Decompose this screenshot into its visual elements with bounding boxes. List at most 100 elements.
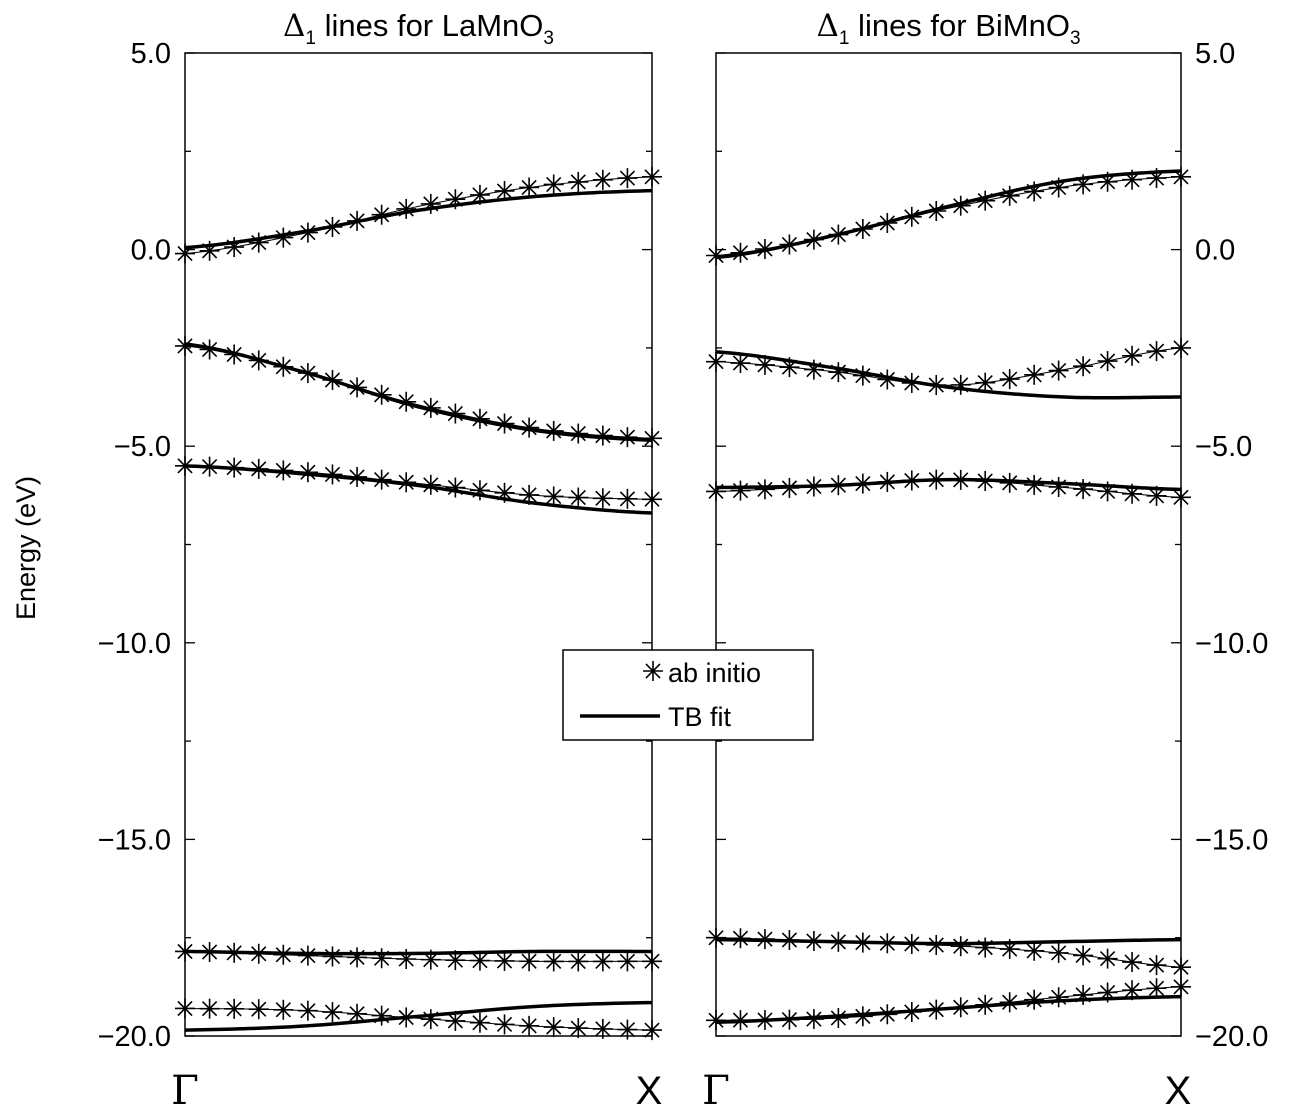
ab-initio-point (828, 362, 849, 383)
panel-2: 5.0 0.0 −5.0 −10.0 −15.0 −20.0 Γ X Δ1 lines for … (702, 8, 1268, 1114)
ab-initio-point (248, 232, 269, 253)
ab-initio-point (642, 951, 662, 972)
ab-initio-point (1024, 989, 1045, 1010)
ab-initio-point (975, 372, 996, 393)
ab-initio-point (543, 486, 564, 507)
ab-initio-point (730, 353, 751, 374)
ab-initio-point (1146, 978, 1167, 999)
ab-initio-point (730, 480, 751, 501)
legend-asterisk-marker (643, 661, 663, 681)
ab-initio-point (199, 998, 220, 1019)
legend-box (562, 649, 814, 741)
tb-fit-band (715, 994, 1182, 1024)
ab-initio-point (248, 999, 269, 1020)
ab-initio-band (175, 166, 662, 264)
y-tick-label: 0.0 (131, 235, 171, 267)
ab-initio-point (1171, 337, 1191, 358)
legend-label-ab-initio: ab initio (668, 658, 761, 688)
tb-fit-band (715, 169, 1182, 260)
tb-fit-band (184, 342, 653, 443)
y-tick-label: −20.0 (98, 1021, 171, 1053)
y-tick-label: 0.0 (1195, 235, 1235, 267)
ab-initio-point (1146, 955, 1167, 976)
ab-initio-point (494, 950, 515, 971)
panel-title: Δ1 lines for BiMnO3 (816, 8, 1080, 49)
ab-initio-point (1122, 980, 1143, 1001)
ab-initio-point (1073, 479, 1094, 500)
ab-initio-band (175, 335, 662, 449)
ab-initio-point (396, 198, 417, 219)
ab-initio-point (543, 420, 564, 441)
ab-initio-point (322, 946, 343, 967)
ab-initio-point (543, 951, 564, 972)
ab-initio-point (297, 1000, 318, 1021)
ab-initio-point (1122, 952, 1143, 973)
ab-initio-point (1048, 360, 1069, 381)
ab-initio-point (519, 951, 540, 972)
ab-initio-point (617, 168, 638, 189)
ab-initio-point (592, 1018, 613, 1039)
y-tick-label: −15.0 (1195, 824, 1268, 856)
ab-initio-point (445, 477, 466, 498)
ab-initio-point (642, 166, 662, 187)
y-tick-label: −10.0 (98, 628, 171, 660)
y-tick-label: −10.0 (1195, 628, 1268, 660)
ab-initio-point (592, 951, 613, 972)
ab-initio-band (706, 927, 1191, 978)
y-tick-label: −20.0 (1195, 1021, 1268, 1053)
ab-initio-point (224, 998, 245, 1019)
ab-initio-point (1073, 945, 1094, 966)
ab-initio-point (543, 174, 564, 195)
ab-initio-point (1073, 984, 1094, 1005)
tb-fit-band (715, 350, 1182, 400)
ab-initio-point (852, 1006, 873, 1027)
panel-frame (184, 52, 653, 1037)
ab-initio-point (1073, 356, 1094, 377)
ab-initio-point (642, 1020, 662, 1041)
ab-initio-point (706, 481, 726, 502)
y-tick-label: −15.0 (98, 824, 171, 856)
ab-initio-point (494, 1014, 515, 1035)
ab-initio-point (754, 479, 775, 500)
tb-fit-band (715, 937, 1182, 946)
ab-initio-point (371, 1005, 392, 1026)
ab-initio-point (1097, 351, 1118, 372)
tb-fit-band (715, 477, 1182, 492)
ab-initio-point (1122, 345, 1143, 366)
ab-initio-point (617, 488, 638, 509)
panel-title: Δ1 lines for LaMnO3 (283, 8, 554, 49)
y-tick-label: 5.0 (1195, 38, 1235, 70)
legend-asterisk (643, 661, 663, 681)
y-tick-label: 5.0 (131, 38, 171, 70)
x-tick-label-x: X (1165, 1069, 1192, 1110)
y-tick-label: −5.0 (114, 431, 171, 463)
ab-initio-point (706, 1010, 726, 1031)
ab-initio-point (519, 1015, 540, 1036)
ab-initio-point (568, 487, 589, 508)
tb-fit-band (184, 188, 653, 250)
y-tick-label: −5.0 (1195, 431, 1252, 463)
ab-initio-point (1171, 957, 1191, 978)
ab-initio-point (347, 947, 368, 968)
ab-initio-point (322, 1002, 343, 1023)
ab-initio-point (706, 927, 726, 948)
ab-initio-point (1048, 987, 1069, 1008)
ab-initio-point (1048, 477, 1069, 498)
ab-initio-band (706, 976, 1191, 1031)
ab-initio-point (1171, 976, 1191, 997)
ab-initio-point (519, 177, 540, 198)
ab-initio-point (1048, 942, 1069, 963)
ab-initio-point (617, 1019, 638, 1040)
ab-initio-point (371, 948, 392, 969)
ab-initio-point (568, 171, 589, 192)
ab-initio-point (1146, 341, 1167, 362)
ab-initio-point (420, 1009, 441, 1030)
ab-initio-point (543, 1017, 564, 1038)
ab-initio-point (1097, 948, 1118, 969)
legend-label-tb-fit: TB fit (668, 702, 732, 732)
ab-initio-point (1024, 364, 1045, 385)
ab-initio-point (371, 204, 392, 225)
ab-initio-point (297, 945, 318, 966)
ab-initio-point (975, 937, 996, 958)
